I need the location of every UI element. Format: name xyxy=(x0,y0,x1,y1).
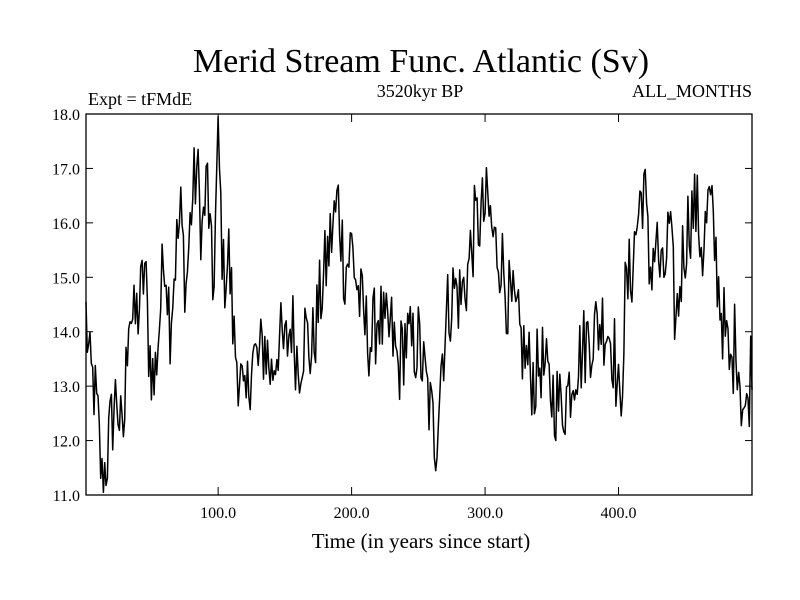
chart-title: Merid Stream Func. Atlantic (Sv) xyxy=(193,43,649,80)
x-axis-label: Time (in years since start) xyxy=(312,529,531,553)
x-tick-label: 200.0 xyxy=(334,505,370,522)
x-tick-label: 100.0 xyxy=(200,505,236,522)
y-tick-label: 12.0 xyxy=(52,434,80,451)
y-tick-label: 11.0 xyxy=(53,488,80,505)
plot-area xyxy=(85,113,753,496)
months-label: ALL_MONTHS xyxy=(632,81,752,101)
series-line xyxy=(85,115,753,494)
y-tick-label: 17.0 xyxy=(52,161,80,178)
y-axis: 11.0 12.0 13.0 14.0 15.0 16.0 17.0 18.0 xyxy=(52,107,752,505)
y-tick-label: 13.0 xyxy=(52,379,80,396)
y-tick-label: 14.0 xyxy=(52,325,80,342)
y-tick-label: 18.0 xyxy=(52,107,80,124)
time-label: 3520kyr BP xyxy=(377,81,464,101)
y-tick-label: 16.0 xyxy=(52,216,80,233)
experiment-label: Expt = tFMdE xyxy=(88,89,192,109)
x-tick-label: 300.0 xyxy=(467,505,503,522)
x-axis: 100.0 200.0 300.0 400.0 xyxy=(200,114,637,522)
y-tick-label: 15.0 xyxy=(52,270,80,287)
x-tick-label: 400.0 xyxy=(601,505,637,522)
series-layer xyxy=(85,115,753,494)
